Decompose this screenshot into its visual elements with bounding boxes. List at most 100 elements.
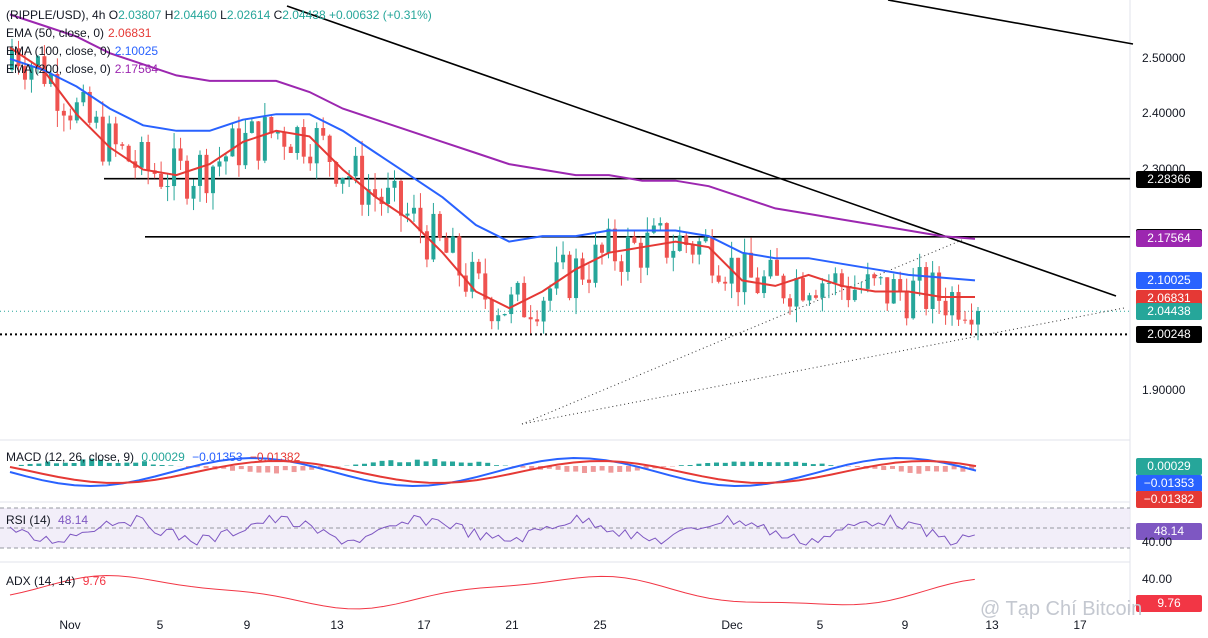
adx-legend: ADX (14, 14) 9.76 (6, 572, 106, 590)
macd-histogram-bar (617, 466, 623, 472)
candle-body (736, 257, 741, 293)
candle-body (807, 295, 812, 301)
candle-body (872, 274, 877, 279)
macd-histogram-bar (555, 466, 561, 470)
macd-histogram-bar (256, 466, 262, 473)
macd-histogram-bar (898, 466, 904, 472)
candle-body (334, 161, 339, 184)
candle-body (392, 180, 397, 188)
candle-body (904, 291, 909, 319)
adx-value: 9.76 (82, 574, 107, 588)
candle-body (548, 288, 553, 301)
price-axis-label: 40.00 (1142, 572, 1173, 586)
macd-histogram-bar (714, 462, 719, 466)
ohlc-values: O2.03807 H2.04460 L2.02614 C2.04438 (109, 8, 326, 22)
macd-histogram-bar (925, 466, 931, 472)
candle-body (476, 261, 481, 274)
candle-body (159, 173, 164, 187)
candle-body (204, 154, 209, 194)
macd-histogram-bar (80, 459, 86, 466)
macd-histogram-bar (573, 466, 579, 472)
candle-body (107, 123, 112, 162)
date-axis-label: 17 (417, 618, 431, 632)
change-value: +0.00632 (+0.31%) (328, 8, 432, 22)
candle-body (223, 156, 228, 162)
candle-body (690, 245, 695, 255)
candle-body (917, 267, 922, 281)
candle-body (198, 154, 203, 186)
price-tag: 2.04438 (1136, 303, 1202, 321)
macd-histogram-bar (168, 465, 174, 466)
candle-body (723, 281, 728, 284)
ohlc-key: H (161, 8, 174, 22)
macd-histogram-bar (890, 466, 895, 469)
candle-body (632, 236, 637, 243)
candle-body (794, 278, 799, 307)
candle-body (554, 262, 559, 289)
macd-line-value: −0.01353 (192, 450, 243, 464)
descending-trendline (286, 5, 1117, 297)
macd-signal-value: −0.01382 (249, 450, 301, 464)
candle-body (489, 299, 494, 322)
candle-body (509, 294, 514, 315)
candle-body (35, 56, 40, 66)
indicator-row: EMA (50, close, 0) 2.06831 (6, 24, 151, 42)
macd-histogram-bar (722, 462, 728, 466)
price-tag: 0.00029 (1136, 458, 1202, 475)
macd-histogram-bar (133, 462, 139, 466)
price-tag: 2.06831 (1136, 289, 1202, 307)
macd-histogram-bar (18, 464, 24, 466)
candle-body (755, 277, 760, 294)
candle-body (898, 279, 903, 292)
candle-body (256, 121, 261, 161)
candle-body (963, 319, 968, 321)
macd-histogram-bar (661, 466, 667, 467)
candle-body (210, 166, 215, 194)
candle-body (768, 259, 773, 277)
candle-body (22, 66, 27, 80)
candle-body (496, 315, 501, 322)
macd-histogram-bar (291, 466, 297, 473)
macd-histogram-bar (582, 466, 587, 474)
candle-body (431, 213, 436, 260)
candle-body (236, 128, 241, 166)
candle-body (697, 241, 702, 255)
macd-histogram-bar (520, 466, 526, 468)
macd-histogram-bar (194, 466, 200, 468)
rsi-line (9, 514, 975, 546)
macd-histogram-bar (758, 462, 763, 466)
candle-body (528, 317, 533, 320)
candle-body (839, 273, 844, 287)
macd-histogram-bar (247, 466, 253, 472)
candle-body (612, 228, 617, 262)
macd-histogram-bar (546, 466, 552, 469)
date-axis-label: 13 (330, 618, 344, 632)
ohlc-value: 2.04438 (282, 8, 326, 22)
candle-body (444, 237, 449, 253)
ema200-line (9, 13, 976, 240)
macd-histogram-bar (414, 459, 420, 466)
date-axis-label: Nov (59, 618, 81, 632)
candle-body (61, 110, 66, 116)
macd-histogram-bar (318, 466, 323, 468)
indicator-row: EMA (200, close, 0) 2.17564 (6, 60, 158, 78)
ohlc-key: O (108, 8, 119, 22)
candle-body (813, 295, 818, 298)
candle-body (126, 145, 131, 162)
macd-histogram-bar (626, 466, 631, 472)
ohlc-key: L (216, 8, 227, 22)
date-axis-label: 5 (156, 618, 164, 632)
macd-histogram-bar (634, 466, 640, 471)
candle-body (943, 300, 948, 316)
price-axis-label: 1.90000 (1142, 383, 1186, 398)
macd-histogram-bar (62, 462, 68, 466)
macd-legend: MACD (12, 26, close, 9) 0.00029 −0.01353… (6, 448, 300, 466)
date-axis-label: 9 (901, 618, 909, 632)
candle-body (172, 148, 177, 187)
support-trendline (521, 307, 1125, 425)
macd-histogram-bar (450, 461, 455, 466)
candle-body (502, 314, 507, 316)
candle-body (787, 298, 792, 307)
candle-body (911, 280, 916, 319)
